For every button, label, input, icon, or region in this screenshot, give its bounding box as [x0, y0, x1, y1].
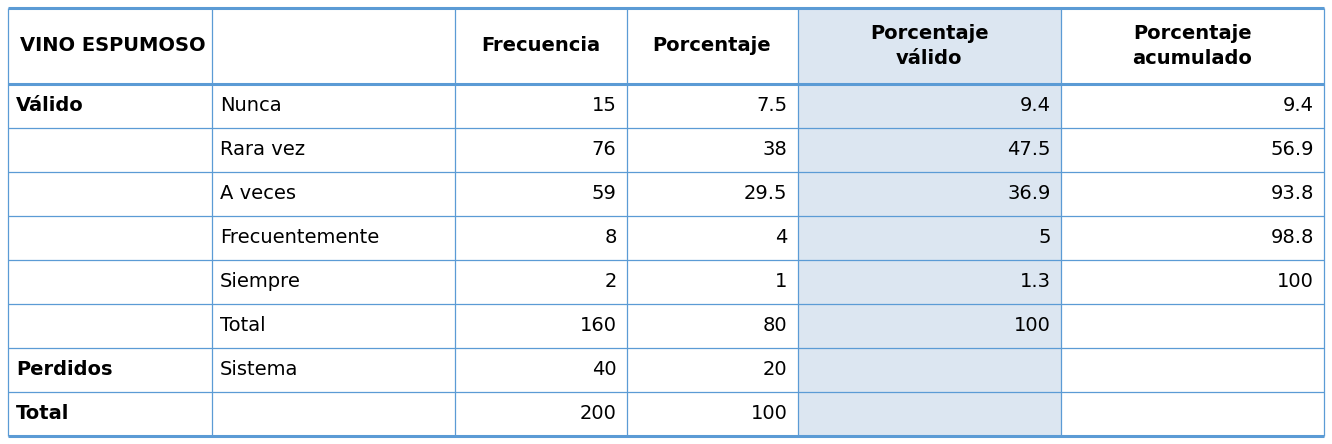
Text: 200: 200: [579, 404, 617, 424]
Text: 80: 80: [763, 317, 787, 335]
Text: 47.5: 47.5: [1007, 140, 1051, 159]
Text: 100: 100: [1277, 272, 1313, 291]
Bar: [798, 392, 1060, 436]
Text: 100: 100: [751, 404, 787, 424]
Text: Nunca: Nunca: [220, 96, 281, 115]
Bar: [8, 304, 456, 348]
Bar: [8, 392, 456, 436]
Bar: [798, 260, 1060, 304]
Text: 4: 4: [775, 228, 787, 247]
Bar: [626, 8, 798, 84]
Bar: [1060, 172, 1324, 216]
Text: Total: Total: [16, 404, 69, 424]
Text: 160: 160: [579, 317, 617, 335]
Text: Total: Total: [220, 317, 265, 335]
Text: 56.9: 56.9: [1271, 140, 1313, 159]
Text: Sistema: Sistema: [220, 361, 298, 380]
Bar: [1060, 260, 1324, 304]
Text: Frecuencia: Frecuencia: [481, 36, 601, 56]
Text: 38: 38: [763, 140, 787, 159]
Text: 1.3: 1.3: [1020, 272, 1051, 291]
Bar: [456, 392, 626, 436]
Bar: [626, 216, 798, 260]
Bar: [626, 128, 798, 172]
Bar: [8, 172, 456, 216]
Bar: [456, 260, 626, 304]
Bar: [456, 84, 626, 128]
Bar: [456, 348, 626, 392]
Bar: [798, 172, 1060, 216]
Text: 36.9: 36.9: [1007, 184, 1051, 203]
Text: 15: 15: [591, 96, 617, 115]
Text: 2: 2: [605, 272, 617, 291]
Bar: [1060, 304, 1324, 348]
Text: Rara vez: Rara vez: [220, 140, 305, 159]
Text: 20: 20: [763, 361, 787, 380]
Bar: [626, 392, 798, 436]
Text: 9.4: 9.4: [1283, 96, 1313, 115]
Text: Siempre: Siempre: [220, 272, 301, 291]
Bar: [8, 128, 456, 172]
Text: 1: 1: [775, 272, 787, 291]
Bar: [456, 216, 626, 260]
Text: A veces: A veces: [220, 184, 296, 203]
Bar: [626, 172, 798, 216]
Text: Porcentaje
acumulado: Porcentaje acumulado: [1132, 24, 1252, 68]
Bar: [1060, 216, 1324, 260]
Bar: [456, 128, 626, 172]
Bar: [798, 128, 1060, 172]
Text: 7.5: 7.5: [757, 96, 787, 115]
Bar: [798, 304, 1060, 348]
Text: 40: 40: [591, 361, 617, 380]
Bar: [1060, 84, 1324, 128]
Text: 98.8: 98.8: [1271, 228, 1313, 247]
Bar: [626, 84, 798, 128]
Text: 8: 8: [605, 228, 617, 247]
Bar: [626, 348, 798, 392]
Bar: [1060, 128, 1324, 172]
Bar: [456, 172, 626, 216]
Bar: [798, 84, 1060, 128]
Bar: [798, 216, 1060, 260]
Bar: [456, 8, 626, 84]
Text: 93.8: 93.8: [1271, 184, 1313, 203]
Bar: [1060, 8, 1324, 84]
Bar: [626, 304, 798, 348]
Text: Válido: Válido: [16, 96, 84, 115]
Text: VINO ESPUMOSO: VINO ESPUMOSO: [20, 36, 205, 56]
Bar: [8, 260, 456, 304]
Bar: [798, 348, 1060, 392]
Bar: [456, 304, 626, 348]
Text: 9.4: 9.4: [1020, 96, 1051, 115]
Text: 29.5: 29.5: [745, 184, 787, 203]
Text: 5: 5: [1039, 228, 1051, 247]
Text: Frecuentemente: Frecuentemente: [220, 228, 380, 247]
Text: Perdidos: Perdidos: [16, 361, 112, 380]
Bar: [1060, 348, 1324, 392]
Bar: [8, 84, 456, 128]
Text: 76: 76: [591, 140, 617, 159]
Text: 59: 59: [591, 184, 617, 203]
Bar: [626, 260, 798, 304]
Bar: [798, 8, 1060, 84]
Text: 100: 100: [1014, 317, 1051, 335]
Bar: [8, 348, 456, 392]
Text: Porcentaje: Porcentaje: [653, 36, 771, 56]
Text: Porcentaje
válido: Porcentaje válido: [870, 24, 988, 68]
Bar: [8, 216, 456, 260]
Bar: [8, 8, 456, 84]
Bar: [1060, 392, 1324, 436]
